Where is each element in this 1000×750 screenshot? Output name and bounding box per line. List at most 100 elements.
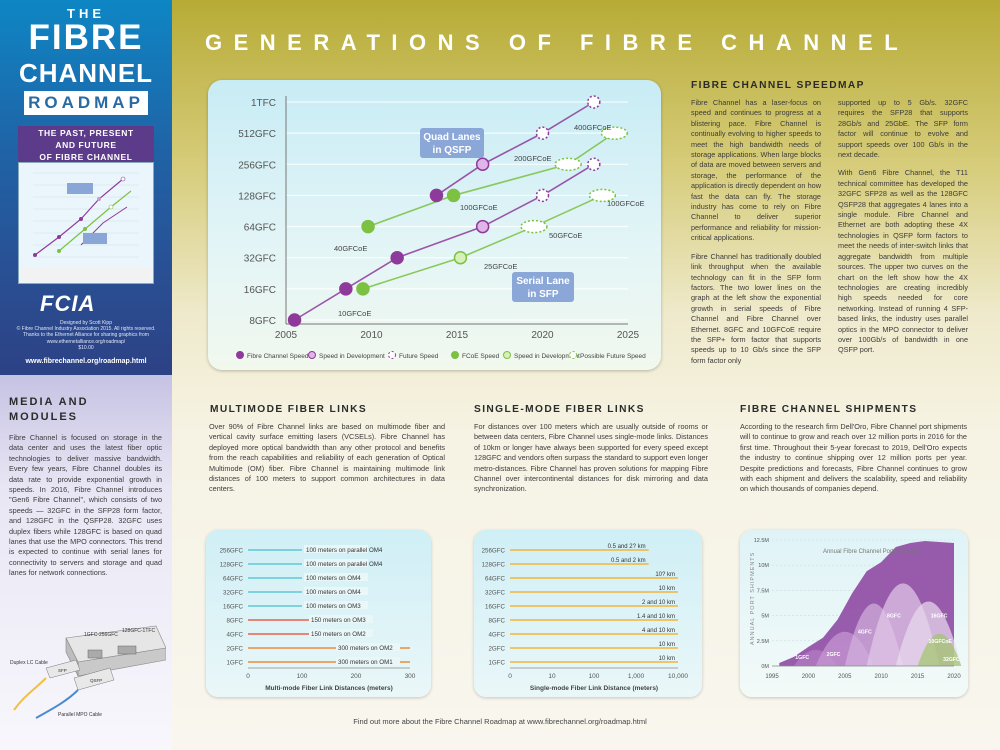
x-tick-label: 10,000 xyxy=(668,673,688,680)
trend-line xyxy=(533,194,603,228)
x-tick-label: 10 xyxy=(548,673,556,680)
category-label: 2GFC xyxy=(226,646,243,653)
credit-line: © Fibre Channel Industry Association 201… xyxy=(16,326,156,333)
fcoe-label: 25GFCoE xyxy=(484,262,517,271)
category-label: 256GFC xyxy=(220,548,244,555)
roadmap-cover: THE FIBRE CHANNEL ROADMAP THE PAST, PRES… xyxy=(0,0,172,375)
diagram-label: QSFP xyxy=(90,678,102,683)
y-tick-label: 12.5M xyxy=(754,538,770,544)
bar-label: 10 km xyxy=(659,586,675,592)
cover-roadmap: ROADMAP xyxy=(24,91,148,115)
data-point xyxy=(535,188,550,203)
y-tick-label: 2.5M xyxy=(757,639,770,645)
bar-label-bg xyxy=(336,657,400,665)
cover-channel: CHANNEL xyxy=(18,58,154,88)
legend-marker xyxy=(236,351,244,359)
speedmap-paragraph: supported up to 5 Gb/s. 32GFC requires t… xyxy=(838,98,968,160)
speedmap-paragraph: Fibre Channel has traditionally doubled … xyxy=(691,251,821,365)
media-body: Fibre Channel is focused on storage in t… xyxy=(9,433,162,578)
shipments-body: According to the research firm Dell'Oro,… xyxy=(740,422,967,494)
fcoe-label: 400GFCoE xyxy=(574,123,612,132)
generation-area xyxy=(917,633,962,666)
cover-fibre: FIBRE xyxy=(28,18,144,57)
bar-label: 300 meters on OM1 xyxy=(338,659,393,666)
callout-box xyxy=(420,128,484,158)
x-tick-label: 2015 xyxy=(446,330,469,341)
x-axis-title: Single-mode Fiber Link Distance (meters) xyxy=(530,685,658,692)
x-tick-label: 2020 xyxy=(531,330,554,341)
chart-title: Annual Fibre Channel Ports Shipped xyxy=(823,549,920,555)
category-label: 64GFC xyxy=(485,576,505,583)
data-point xyxy=(587,95,601,109)
media-title: MEDIA AND MODULES xyxy=(9,395,162,425)
page-title: GENERATIONS OF FIBRE CHANNEL xyxy=(205,30,910,55)
data-point xyxy=(339,282,353,296)
category-label: 64GFC xyxy=(223,576,243,583)
legend-label: Speed in Development xyxy=(319,353,385,360)
x-axis-title: Multi-mode Fiber Link Distances (meters) xyxy=(265,685,393,692)
trend-line xyxy=(294,288,347,321)
y-tick-label: 256GFC xyxy=(238,160,276,171)
multimode-chart: 256GFC 100 meters on parallel OM4 128GFC 10… xyxy=(220,545,416,692)
category-label: 256GFC xyxy=(482,548,506,555)
credit-line: www.ethernetalliance.org/roadmap/ xyxy=(46,338,126,345)
legend-label: Possible Future Speed xyxy=(580,353,646,360)
bar-label-bg xyxy=(304,601,368,609)
speedmap-body-col2: supported up to 5 Gb/s. 32GFC requires t… xyxy=(838,98,968,356)
bar-label-bg xyxy=(304,559,368,567)
fcoe-label: 100GFCoE xyxy=(607,199,645,208)
singlemode-panel: 256GFC 0.5 and 2? km 128GFC 0.5 and 2 km 64G… xyxy=(474,530,702,697)
trend-line xyxy=(542,163,595,197)
bar-label: 10 km xyxy=(659,642,675,648)
cover-subtitle-line: AND FUTURE xyxy=(55,140,117,150)
data-point xyxy=(554,157,582,172)
callout-label: in SFP xyxy=(527,289,558,300)
bar-label: 300 meters on OM2 xyxy=(338,645,393,652)
roadmap-url-link[interactable]: www.fibrechannel.org/roadmap.html xyxy=(25,358,147,365)
fcoe-label: 200GFCoE xyxy=(514,154,552,163)
legend-marker xyxy=(308,351,316,359)
speedmap-panel: 8GFC 16GFC 32GFC 64GFC 128GFC 256GFC 512GFC 1TF… xyxy=(208,80,661,370)
trend-line xyxy=(453,163,569,197)
x-tick-label: 100 xyxy=(297,673,308,680)
bar-label: 150 meters on OM2 xyxy=(311,631,366,638)
legend-label: Fibre Channel Speed xyxy=(247,353,309,360)
bar-label: 4 and 10 km xyxy=(642,628,675,634)
footer-link[interactable]: Find out more about the Fibre Channel Ro… xyxy=(353,717,647,726)
credit-line: Designed by Scott Kipp xyxy=(60,320,112,326)
credits: Designed by Scott Kipp © Fibre Channel I… xyxy=(14,320,158,351)
data-point xyxy=(356,282,370,296)
category-label: 128GFC xyxy=(220,562,244,569)
data-point xyxy=(361,219,375,234)
y-tick-label: 128GFC xyxy=(238,191,276,202)
x-tick-label: 1,000 xyxy=(628,673,645,680)
singlemode-chart: 256GFC 0.5 and 2? km 128GFC 0.5 and 2 km 64G… xyxy=(482,544,689,692)
trend-line xyxy=(460,225,535,259)
category-label: 1GFC xyxy=(488,660,505,667)
credit-line: $10.00 xyxy=(78,344,94,351)
bar-label: 100 meters on parallel OM4 xyxy=(306,547,383,554)
speedmap-paragraph: Fibre Channel has a laser-focus on speed… xyxy=(691,98,821,243)
y-axis-title: ANNUAL PORT SHIPMENTS xyxy=(750,552,756,645)
credit-line: Thanks to the Ethernet Alliance for shar… xyxy=(23,332,149,339)
data-point xyxy=(287,313,302,327)
x-tick-label: 300 xyxy=(405,673,416,680)
bar-label: 150 meters on OM3 xyxy=(311,617,366,624)
fcoe-label: 100GFCoE xyxy=(460,203,498,212)
series-label: 4GFC xyxy=(858,630,872,636)
mini-speedmap-thumbnail xyxy=(18,162,154,284)
bar-label-bg xyxy=(309,615,373,623)
bar-label: 100 meters on parallel OM4 xyxy=(306,561,383,568)
trend-line xyxy=(436,163,484,197)
legend-label: Future Speed xyxy=(399,353,439,360)
x-tick-label: 100 xyxy=(589,673,600,680)
data-point xyxy=(475,157,490,172)
y-tick-label: 64GFC xyxy=(244,223,276,234)
category-label: 32GFC xyxy=(223,590,243,597)
singlemode-title: SINGLE-MODE FIBER LINKS xyxy=(474,404,645,415)
trend-line xyxy=(482,132,543,165)
fcia-logo: FCIA xyxy=(40,291,96,316)
x-tick-label: 2025 xyxy=(617,330,640,341)
category-label: 8GFC xyxy=(226,618,243,625)
legend-marker xyxy=(451,351,459,359)
